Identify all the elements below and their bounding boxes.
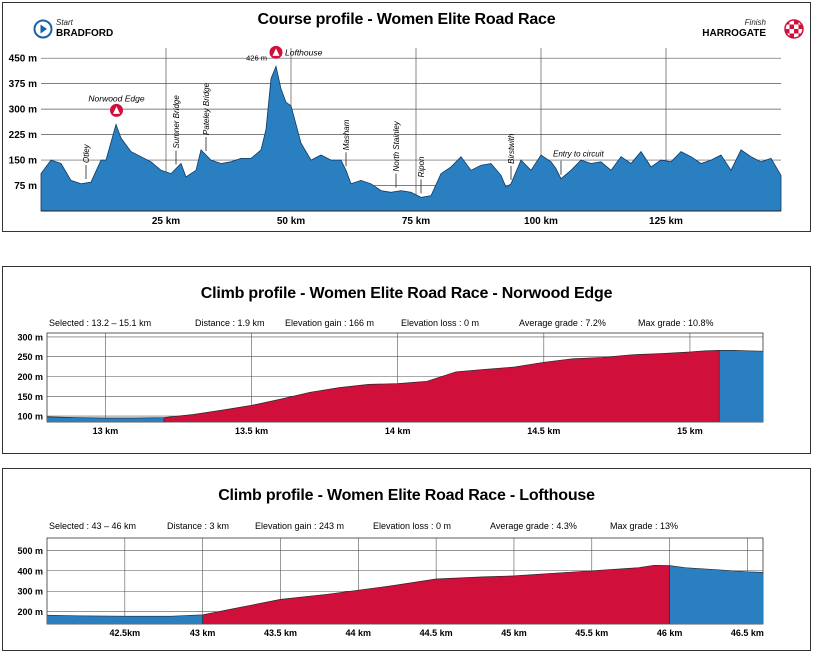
landmark-label: Entry to circuit [553,150,604,159]
x-tick-label: 42.5km [110,628,141,638]
climb-peak-value: 426 m [246,53,267,62]
stat-elevation-loss: Elevation loss : 0 m [373,521,452,531]
stat-selected: Selected : 13.2 – 15.1 km [49,318,152,328]
start-place: BRADFORD [56,28,114,39]
elevation-area-climb [202,565,670,624]
stat-average-grade: Average grade : 7.2% [519,318,606,328]
x-tick-label: 25 km [152,216,180,227]
stat-elevation-loss: Elevation loss : 0 m [401,318,480,328]
y-tick-label: 300 m [17,332,43,342]
stat-distance: Distance : 3 km [167,521,230,531]
stat-selected: Selected : 43 – 46 km [49,521,137,531]
elevation-area-before [47,614,203,624]
climb-profile-lofthouse-panel: Climb profile - Women Elite Road Race - … [2,468,811,651]
stat-distance: Distance : 1.9 km [195,318,265,328]
x-tick-label: 44 km [346,628,372,638]
landmark-label: Sumner Bridge [172,95,181,149]
y-tick-label: 500 m [17,546,43,556]
y-tick-label: 300 m [9,105,37,116]
mountain-icon [113,106,120,114]
x-tick-label: 44.5 km [420,628,453,638]
landmark-label: North Stainley [392,120,401,171]
x-tick-label: 50 km [277,216,305,227]
course-profile-title: Course profile - Women Elite Road Race [257,11,556,28]
y-tick-label: 150 m [9,156,37,167]
x-tick-label: 45 km [501,628,527,638]
x-tick-label: 14.5 km [527,426,560,436]
elevation-area-climb [163,350,720,422]
y-tick-label: 375 m [9,79,37,90]
landmark-label: Pateley Bridge [202,82,211,135]
climb-label: Norwood Edge [88,93,145,103]
x-tick-label: 75 km [402,216,430,227]
elevation-area-after [719,350,763,422]
checkered-flag-icon [784,19,804,39]
y-tick-label: 75 m [14,181,37,192]
stat-elevation-gain: Elevation gain : 166 m [285,318,375,328]
climb-label: Lofthouse [285,47,323,57]
mountain-icon [272,48,280,56]
x-tick-label: 45.5 km [575,628,608,638]
x-tick-label: 100 km [524,216,558,227]
x-tick-label: 46 km [657,628,683,638]
landmark-label: Otley [82,143,91,163]
x-tick-label: 14 km [385,426,411,436]
course-profile-panel: Course profile - Women Elite Road Race S… [2,2,811,232]
y-tick-label: 300 m [17,587,43,597]
stat-max-grade: Max grade : 13% [610,521,679,531]
elevation-line [46,565,764,617]
climb-norwood-title: Climb profile - Women Elite Road Race - … [200,285,613,302]
stat-elevation-gain: Elevation gain : 243 m [255,521,345,531]
landmark-label: Masham [342,119,351,150]
x-tick-label: 43.5 km [264,628,297,638]
x-tick-label: 13.5 km [235,426,268,436]
elevation-area [40,64,782,212]
x-tick-label: 125 km [649,216,683,227]
y-tick-label: 225 m [9,130,37,141]
climb-profile-norwood-panel: Climb profile - Women Elite Road Race - … [2,266,811,454]
stat-max-grade: Max grade : 10.8% [638,318,714,328]
x-tick-label: 46.5 km [731,628,764,638]
climb-lofthouse-title: Climb profile - Women Elite Road Race - … [218,487,595,504]
x-tick-label: 13 km [93,426,119,436]
finish-place: HARROGATE [702,28,766,39]
landmark-label: Birstwith [507,133,516,164]
stat-average-grade: Average grade : 4.3% [490,521,577,531]
y-tick-label: 100 m [17,412,43,422]
x-tick-label: 43 km [190,628,216,638]
landmark-label: Ripon [417,156,426,177]
x-tick-label: 15 km [677,426,703,436]
start-label: Start [56,18,73,27]
course-profile-chart: 75 m 150 m 225 m 300 m 375 m 450 m 25 km 50 km 7… [9,45,782,227]
y-tick-label: 250 m [17,352,43,362]
y-tick-label: 150 m [17,392,43,402]
y-tick-label: 200 m [17,607,43,617]
elevation-line [46,350,764,419]
y-tick-label: 200 m [17,372,43,382]
play-circle-icon [33,19,53,39]
y-tick-label: 400 m [17,566,43,576]
finish-label: Finish [744,18,766,27]
elevation-area-after [669,565,763,624]
climb-lofthouse-chart: 200 m 300 m 400 m 500 m 42.5km 43 km 43.5 km 44… [17,537,764,638]
y-tick-label: 450 m [9,54,37,65]
climb-norwood-chart: 100 m 150 m 200 m 250 m 300 m 13 km 13.5 km 14 … [17,332,764,436]
